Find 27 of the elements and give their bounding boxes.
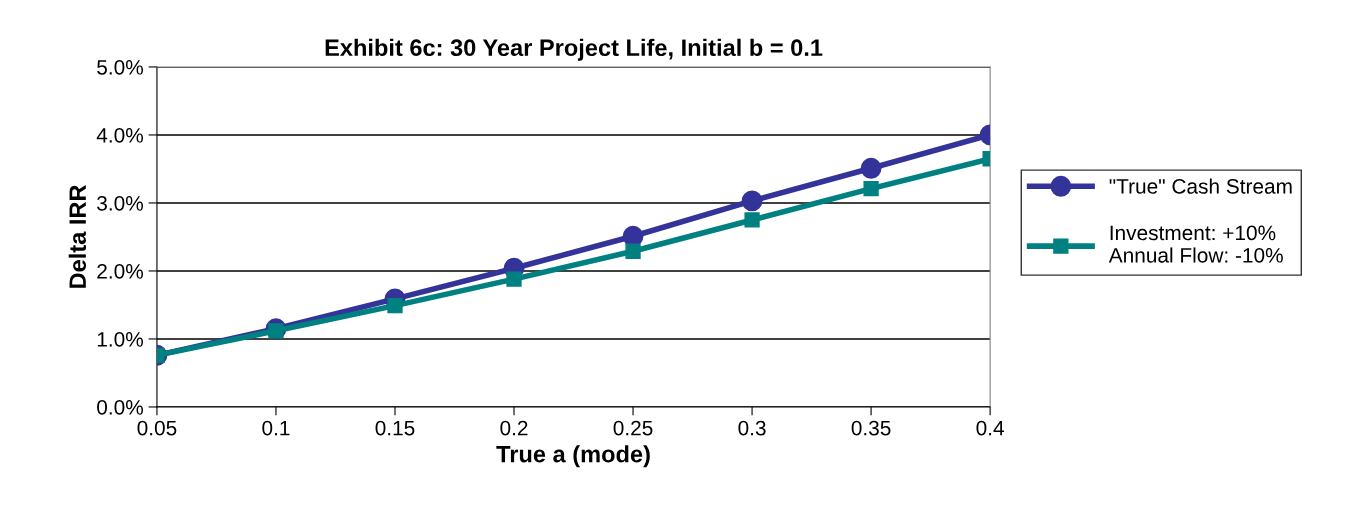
- x-tick-label: 0.15: [375, 420, 415, 436]
- y-axis-title: Delta IRR: [68, 184, 87, 288]
- legend-label: Investment: +10% Annual Flow: -10%: [1108, 225, 1283, 263]
- x-tick-label: 0.25: [613, 420, 653, 436]
- legend-label: "True" Cash Stream: [1109, 178, 1292, 194]
- y-tick-label: 5.0%: [97, 59, 144, 75]
- y-tick-label: 3.0%: [97, 195, 144, 211]
- y-tick-label: 0.0%: [97, 399, 144, 415]
- x-tick-label: 0.4: [976, 420, 1004, 436]
- point: [625, 243, 641, 259]
- x-tick-label: 0.2: [500, 420, 528, 436]
- point: [622, 225, 644, 247]
- x-axis-title: True a (mode): [496, 445, 650, 468]
- x-tick-label: 0.35: [851, 420, 891, 436]
- chart-title: Exhibit 6c: 30 Year Project Life, Initial b = 0.1: [325, 38, 823, 61]
- y-tick-label: 4.0%: [96, 127, 144, 143]
- point: [387, 298, 403, 314]
- y-tick-label: 2.0%: [97, 263, 144, 279]
- point: [860, 157, 882, 179]
- point: [863, 181, 879, 197]
- x-tick-label: 0.05: [137, 420, 177, 436]
- x-tick-label: 0.1: [262, 420, 290, 436]
- point: [744, 212, 760, 228]
- x-tick-label: 0.3: [738, 420, 766, 436]
- y-tick-label: 1.0%: [97, 331, 144, 347]
- point: [741, 190, 763, 212]
- point: [506, 271, 522, 287]
